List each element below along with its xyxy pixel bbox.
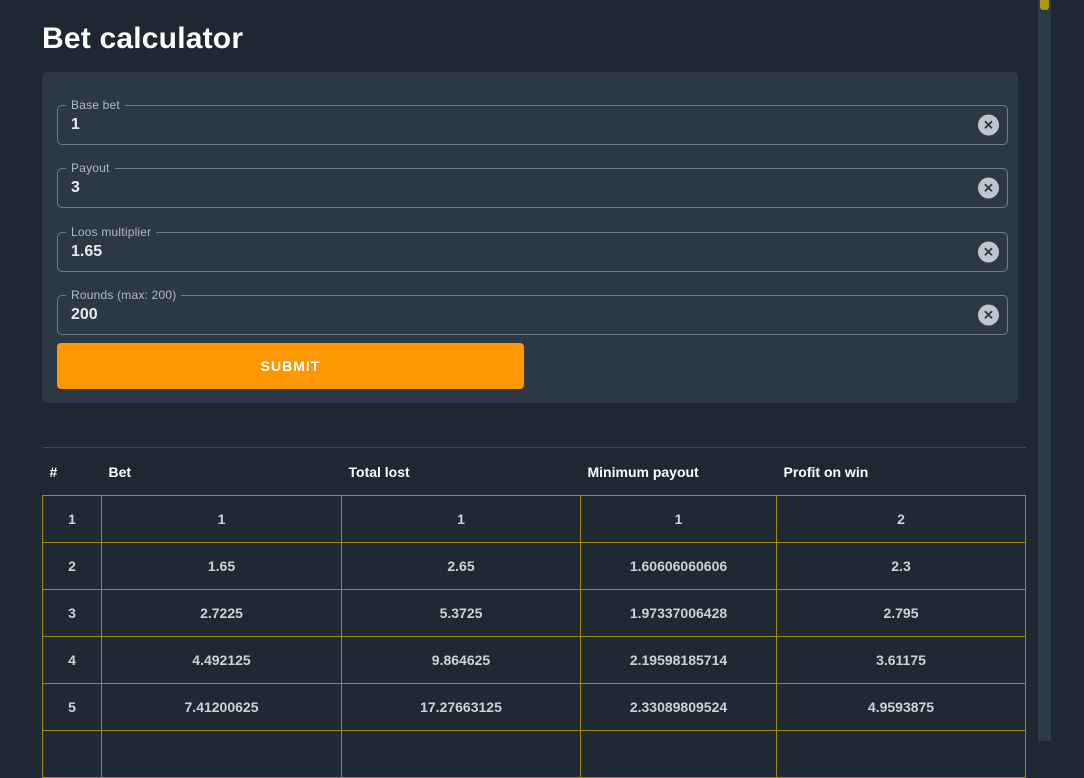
- cell-total-lost: 2.65: [341, 542, 581, 590]
- base-bet-field: Base bet ✕: [57, 97, 1008, 145]
- cell-total-lost: 17.27663125: [341, 683, 581, 731]
- cell-minimum-payout: 1: [580, 495, 777, 543]
- cell-total-lost: [341, 730, 581, 778]
- clear-icon[interactable]: ✕: [978, 177, 999, 199]
- page-title: Bet calculator: [42, 22, 244, 55]
- cell-index: 4: [42, 636, 102, 684]
- cell-minimum-payout: 2.33089809524: [580, 683, 777, 731]
- table-header-row: # Bet Total lost Minimum payout Profit o…: [42, 447, 1026, 496]
- cell-index: [42, 730, 102, 778]
- column-header-bet: Bet: [101, 447, 342, 496]
- cell-index: 3: [42, 589, 102, 637]
- clear-icon[interactable]: ✕: [978, 304, 999, 326]
- scrollbar-thumb[interactable]: [1040, 0, 1049, 10]
- cell-bet: 4.492125: [101, 636, 342, 684]
- submit-button[interactable]: SUBMIT: [57, 343, 524, 389]
- table-row: 3 2.7225 5.3725 1.97337006428 2.795: [42, 589, 1026, 637]
- cell-profit-on-win: 3.61175: [776, 636, 1026, 684]
- rounds-input[interactable]: [57, 295, 1008, 335]
- table-row: 5 7.41200625 17.27663125 2.33089809524 4…: [42, 683, 1026, 731]
- cell-minimum-payout: 2.19598185714: [580, 636, 777, 684]
- calculator-form-card: Base bet ✕ Payout ✕ Loos multiplier ✕ Ro…: [42, 72, 1018, 403]
- rounds-label: Rounds (max: 200): [66, 287, 182, 303]
- payout-input[interactable]: [57, 168, 1008, 208]
- cell-bet: 7.41200625: [101, 683, 342, 731]
- column-header-total-lost: Total lost: [341, 447, 581, 496]
- cell-bet: 2.7225: [101, 589, 342, 637]
- column-header-index: #: [42, 447, 102, 496]
- cell-profit-on-win: 2.795: [776, 589, 1026, 637]
- cell-profit-on-win: [776, 730, 1026, 778]
- cell-index: 1: [42, 495, 102, 543]
- cell-total-lost: 5.3725: [341, 589, 581, 637]
- cell-total-lost: 1: [341, 495, 581, 543]
- cell-profit-on-win: 2: [776, 495, 1026, 543]
- cell-bet: 1: [101, 495, 342, 543]
- payout-label: Payout: [66, 160, 115, 176]
- cell-minimum-payout: [580, 730, 777, 778]
- loss-multiplier-field: Loos multiplier ✕: [57, 224, 1008, 272]
- column-header-profit-on-win: Profit on win: [776, 447, 1026, 496]
- loss-multiplier-label: Loos multiplier: [66, 224, 157, 240]
- cell-bet: [101, 730, 342, 778]
- table-row: 2 1.65 2.65 1.60606060606 2.3: [42, 542, 1026, 590]
- cell-minimum-payout: 1.60606060606: [580, 542, 777, 590]
- cell-minimum-payout: 1.97337006428: [580, 589, 777, 637]
- cell-profit-on-win: 2.3: [776, 542, 1026, 590]
- column-header-minimum-payout: Minimum payout: [580, 447, 777, 496]
- clear-icon[interactable]: ✕: [978, 114, 999, 136]
- clear-icon[interactable]: ✕: [978, 241, 999, 263]
- table-row: 4 4.492125 9.864625 2.19598185714 3.6117…: [42, 636, 1026, 684]
- cell-total-lost: 9.864625: [341, 636, 581, 684]
- cell-profit-on-win: 4.9593875: [776, 683, 1026, 731]
- cell-index: 5: [42, 683, 102, 731]
- cell-index: 2: [42, 542, 102, 590]
- rounds-field: Rounds (max: 200) ✕: [57, 287, 1008, 335]
- loss-multiplier-input[interactable]: [57, 232, 1008, 272]
- payout-field: Payout ✕: [57, 160, 1008, 208]
- base-bet-input[interactable]: [57, 105, 1008, 145]
- scrollbar[interactable]: [1038, 0, 1051, 741]
- results-table: # Bet Total lost Minimum payout Profit o…: [42, 447, 1026, 778]
- base-bet-label: Base bet: [66, 97, 125, 113]
- cell-bet: 1.65: [101, 542, 342, 590]
- table-row: 1 1 1 1 2: [42, 495, 1026, 543]
- table-row: [42, 730, 1026, 778]
